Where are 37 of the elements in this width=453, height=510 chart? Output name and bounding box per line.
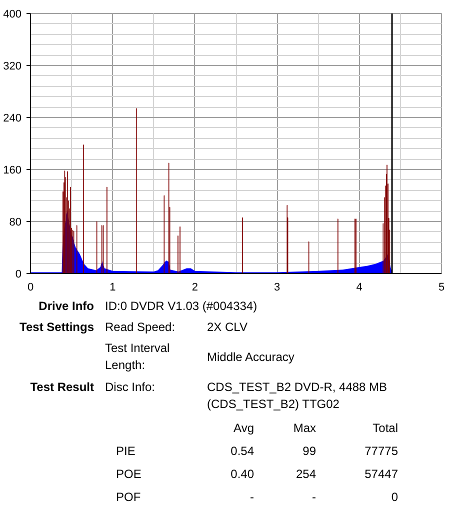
text: 57447 xyxy=(364,466,399,484)
text: 0.40 xyxy=(230,466,255,484)
text: Test Interval Length: xyxy=(104,340,171,374)
text: POE xyxy=(115,466,142,484)
x-tick-label: 0 xyxy=(27,282,34,294)
text: 2X CLV xyxy=(206,319,248,336)
y-tick-label: 160 xyxy=(3,164,22,176)
text: Max xyxy=(292,420,317,437)
x-tick-label: 3 xyxy=(274,282,280,294)
text: Avg xyxy=(232,420,255,437)
y-tick-label: 400 xyxy=(3,8,22,20)
x-tick-label: 2 xyxy=(192,282,198,294)
x-tick-label: 5 xyxy=(438,282,445,294)
text: Test Settings xyxy=(18,319,95,336)
text: 0.54 xyxy=(230,442,255,460)
text: 99 xyxy=(302,442,317,460)
text: Middle Accuracy xyxy=(206,348,296,366)
x-tick-label: 1 xyxy=(110,282,116,294)
text: Total xyxy=(372,420,399,437)
text: 0 xyxy=(390,489,399,506)
text: CDS_TEST_B2 DVD-R, 4488 MB (CDS_TEST_B2) TTG02 xyxy=(206,378,388,413)
text: POF xyxy=(115,489,142,506)
text: 254 xyxy=(294,466,317,484)
y-tick-label: 320 xyxy=(3,60,22,72)
text: Test Result xyxy=(29,378,95,396)
y-tick-label: 240 xyxy=(3,112,22,124)
text: ID:0 DVDR V1.03 (#004334) xyxy=(104,298,258,315)
text: Drive Info xyxy=(38,298,95,315)
text: 77775 xyxy=(364,442,399,460)
text: - xyxy=(249,489,255,506)
y-tick-label: 80 xyxy=(9,216,22,228)
text: - xyxy=(311,489,317,506)
x-tick-label: 4 xyxy=(356,282,362,294)
text: Disc Info: xyxy=(104,378,156,396)
text: Read Speed: xyxy=(104,319,176,336)
text: PIE xyxy=(115,442,136,460)
y-tick-label: 0 xyxy=(15,268,22,280)
